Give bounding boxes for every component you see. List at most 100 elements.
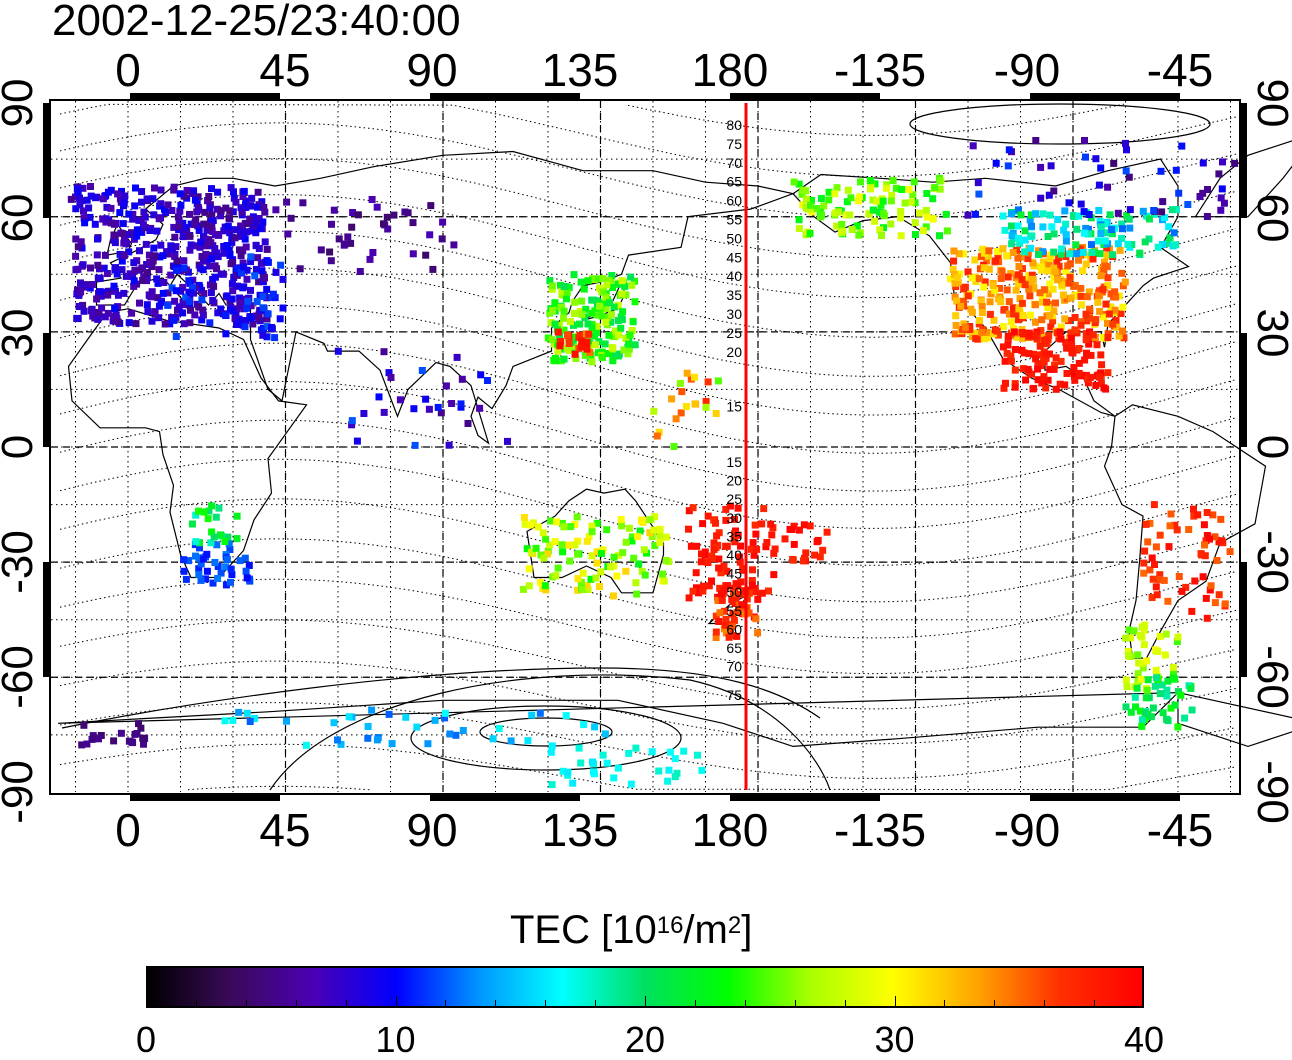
tec-point <box>1032 333 1039 340</box>
tec-point <box>1037 195 1044 202</box>
tec-point <box>549 282 556 289</box>
tec-point <box>969 275 976 282</box>
left-lat-tick-label: 90 <box>0 79 42 128</box>
tec-point <box>664 778 671 785</box>
tec-point <box>120 220 127 227</box>
left-lat-tick-label: 0 <box>0 435 42 459</box>
tec-point <box>578 298 585 305</box>
tec-point <box>1168 511 1175 518</box>
right-lat-tick-label: 60 <box>1248 194 1292 243</box>
contour-label: 75 <box>726 136 742 152</box>
tec-point <box>1015 235 1022 242</box>
tec-point <box>585 321 592 328</box>
tec-point <box>210 283 217 290</box>
tec-point <box>1215 170 1222 177</box>
tec-point <box>671 443 678 450</box>
contour-labels: 8075706560555045403530252015152025303540… <box>726 117 742 703</box>
tec-point <box>578 279 585 286</box>
tec-point <box>559 548 566 555</box>
tec-point <box>719 597 726 604</box>
tec-point <box>705 378 712 385</box>
tec-point <box>998 275 1005 282</box>
tec-point <box>1154 591 1161 598</box>
tec-point <box>77 288 84 295</box>
tec-point <box>303 742 310 749</box>
tec-point <box>569 780 576 787</box>
tec-point <box>630 318 637 325</box>
tec-point <box>186 233 193 240</box>
tec-point <box>1144 538 1151 545</box>
bottom-lon-tick-label: 45 <box>259 804 310 856</box>
tec-point <box>265 259 272 266</box>
tec-point <box>800 557 807 564</box>
tec-point <box>1138 723 1145 730</box>
tec-point <box>1190 506 1197 513</box>
tec-point <box>642 572 649 579</box>
tec-point <box>171 234 178 241</box>
tec-point <box>248 195 255 202</box>
tec-point <box>1140 208 1147 215</box>
tec-point <box>144 195 151 202</box>
tec-point <box>549 781 556 788</box>
contour-label: 55 <box>726 212 742 228</box>
tec-point <box>857 178 864 185</box>
tec-point <box>220 271 227 278</box>
tec-point <box>95 735 102 742</box>
tec-point <box>981 264 988 271</box>
tec-point <box>1090 331 1097 338</box>
tec-point <box>200 266 207 273</box>
tec-point <box>820 202 827 209</box>
tec-point <box>1097 272 1104 279</box>
tec-point <box>1018 211 1025 218</box>
tec-point <box>566 542 573 549</box>
tec-data-points <box>68 137 1238 788</box>
tec-point <box>683 403 690 410</box>
tec-point <box>770 571 777 578</box>
tec-point <box>712 520 719 527</box>
tec-point <box>208 289 215 296</box>
tec-point <box>247 287 254 294</box>
tec-point <box>261 274 268 281</box>
tec-point <box>556 342 563 349</box>
tec-point <box>540 555 547 562</box>
tec-point <box>1019 312 1026 319</box>
tec-point <box>254 204 261 211</box>
tec-point <box>1025 366 1032 373</box>
tec-point <box>1032 137 1039 144</box>
tec-point <box>880 210 887 217</box>
tec-point <box>1083 261 1090 268</box>
tec-point <box>883 185 890 192</box>
tec-point <box>1109 321 1116 328</box>
tec-point <box>477 371 484 378</box>
tec-point <box>607 563 614 570</box>
tec-point <box>1150 207 1157 214</box>
tec-point <box>1200 160 1207 167</box>
tec-point <box>208 255 215 262</box>
tec-point <box>610 774 617 781</box>
tec-point <box>1051 230 1058 237</box>
tec-point <box>331 207 338 214</box>
tec-point <box>887 221 894 228</box>
tec-point <box>663 534 670 541</box>
tec-point <box>460 727 467 734</box>
colorbar-tick-mark <box>745 1000 746 1008</box>
tec-point <box>173 333 180 340</box>
tec-point <box>571 271 578 278</box>
tec-point <box>1032 319 1039 326</box>
tec-point <box>508 737 515 744</box>
tec-point <box>1096 182 1103 189</box>
tec-point <box>1016 263 1023 270</box>
tec-point <box>753 546 760 553</box>
tec-point <box>1078 201 1085 208</box>
tec-point <box>72 266 79 273</box>
tec-point <box>1039 223 1046 230</box>
colorbar-title-suffix: ] <box>741 908 752 952</box>
tec-point <box>1167 522 1174 529</box>
tec-point <box>1126 174 1133 181</box>
tec-point <box>1012 346 1019 353</box>
tec-point <box>112 239 119 246</box>
tec-point <box>608 311 615 318</box>
tec-point <box>1002 380 1009 387</box>
tec-point <box>758 520 765 527</box>
tec-point <box>448 400 455 407</box>
